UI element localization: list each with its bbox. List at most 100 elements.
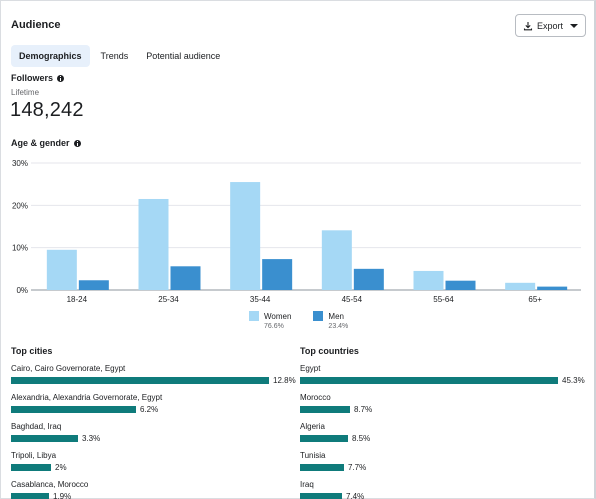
top-cities-list: Top cities Cairo, Cairo Governorate, Egy… <box>11 346 296 499</box>
list-item-bar-row: 3.3% <box>11 434 296 443</box>
export-label: Export <box>536 20 563 31</box>
bar-men-65+[interactable] <box>537 286 568 290</box>
list-item-pct: 7.7% <box>348 463 367 472</box>
list-item-name: Casablanca, Morocco <box>11 480 89 489</box>
list-item-bar-row: 45.3% <box>300 376 585 385</box>
list-item-name: Tunisia <box>300 451 326 460</box>
export-button[interactable]: Export <box>515 14 586 37</box>
tab-demographics[interactable]: Demographics <box>11 45 90 67</box>
bar-women-35-44[interactable] <box>230 182 261 290</box>
bar-men-45-54[interactable] <box>353 268 384 290</box>
list-item-pct: 12.8% <box>273 376 296 385</box>
bar-women-18-24[interactable] <box>46 249 77 290</box>
x-tick-label: 45-54 <box>342 295 363 304</box>
x-tick-label: 25-34 <box>158 295 179 304</box>
bar-men-35-44[interactable] <box>262 259 293 290</box>
chart-legend: Women 76.6% Men 23.4% <box>249 311 348 330</box>
legend-swatch-women <box>249 311 259 321</box>
bar-men-25-34[interactable] <box>170 266 201 290</box>
list-item: Cairo, Cairo Governorate, Egypt 12.8% <box>11 364 296 393</box>
tab-bar: Demographics Trends Potential audience <box>11 45 229 67</box>
list-item-pct: 8.5% <box>352 434 371 443</box>
list-item: Morocco 8.7% <box>300 393 585 422</box>
tab-potential-audience[interactable]: Potential audience <box>146 51 221 61</box>
top-cities-title: Top cities <box>11 346 53 356</box>
followers-count: 148,242 <box>10 99 84 121</box>
panel-title: Audience <box>11 19 61 31</box>
list-item-bar-row: 12.8% <box>11 376 296 385</box>
chevron-down-icon <box>570 23 578 28</box>
list-item: Tripoli, Libya 2% <box>11 451 296 480</box>
list-item-name: Iraq <box>300 480 314 489</box>
list-item: Tunisia 7.7% <box>300 451 585 480</box>
list-item-name: Alexandria, Alexandria Governorate, Egyp… <box>11 393 163 402</box>
list-item-bar-row: 7.4% <box>300 492 585 499</box>
bar-men-55-64[interactable] <box>445 280 476 290</box>
list-item-bar-row: 6.2% <box>11 405 296 414</box>
list-item: Baghdad, Iraq 3.3% <box>11 422 296 451</box>
x-tick-label: 18-24 <box>67 295 88 304</box>
followers-label: Followers <box>11 73 54 83</box>
list-item-pct: 3.3% <box>82 434 101 443</box>
legend-label-men: Men <box>328 311 344 321</box>
list-item-bar-row: 2% <box>11 463 296 472</box>
bar-women-25-34[interactable] <box>138 198 169 290</box>
followers-sublabel: Lifetime <box>11 88 40 97</box>
download-icon <box>523 21 533 30</box>
bar-women-45-54[interactable] <box>321 230 352 290</box>
list-item-name: Baghdad, Iraq <box>11 422 62 431</box>
list-item-bar-row: 8.7% <box>300 405 585 414</box>
list-item-name: Cairo, Cairo Governorate, Egypt <box>11 364 126 373</box>
bar-women-55-64[interactable] <box>413 270 444 290</box>
followers-heading: Followers <box>11 73 65 83</box>
age-gender-chart: 0% 10% 20% 30% 18-24 25-34 35-44 45-54 55-64 65+ <box>12 159 581 304</box>
list-item-bar <box>300 493 342 499</box>
list-item-bar <box>11 406 136 413</box>
list-item-pct: 8.7% <box>354 405 373 414</box>
list-item-pct: 45.3% <box>562 376 585 385</box>
top-countries-list: Top countries Egypt 45.3% Morocco 8.7% Alger… <box>300 346 585 499</box>
legend-swatch-men <box>313 311 324 321</box>
y-tick-label: 10% <box>12 244 28 253</box>
list-item: Casablanca, Morocco 1.9% <box>11 480 296 499</box>
list-item-name: Egypt <box>300 364 321 373</box>
y-tick-label: 20% <box>12 201 28 210</box>
list-item-bar-row: 8.5% <box>300 434 585 443</box>
list-item: Egypt 45.3% <box>300 364 585 393</box>
list-item-bar <box>300 435 348 442</box>
list-item-pct: 2% <box>55 463 67 472</box>
list-item-name: Tripoli, Libya <box>11 451 57 460</box>
list-item-bar <box>11 464 51 471</box>
x-tick-label: 55-64 <box>433 295 454 304</box>
list-item-name: Morocco <box>300 393 331 402</box>
info-icon[interactable] <box>57 74 65 82</box>
y-tick-label: 30% <box>12 159 28 168</box>
tab-trends[interactable]: Trends <box>100 51 129 61</box>
legend-pct-women: 76.6% <box>264 323 284 330</box>
list-item-bar-row: 1.9% <box>11 492 296 499</box>
list-item: Alexandria, Alexandria Governorate, Egyp… <box>11 393 296 422</box>
legend-item-men[interactable]: Men 23.4% <box>313 311 348 330</box>
list-item-bar <box>300 377 558 384</box>
x-tick-label: 65+ <box>528 295 542 304</box>
list-item-bar-row: 7.7% <box>300 463 585 472</box>
list-item-bar <box>300 464 344 471</box>
list-item-pct: 1.9% <box>53 492 72 499</box>
list-item-bar <box>300 406 350 413</box>
bar-men-18-24[interactable] <box>78 280 109 290</box>
list-item-name: Algeria <box>300 422 325 431</box>
age-gender-heading: Age & gender <box>11 138 81 148</box>
bar-women-65+[interactable] <box>505 282 536 290</box>
legend-label-women: Women <box>264 311 292 321</box>
legend-pct-men: 23.4% <box>328 323 349 330</box>
legend-item-women[interactable]: Women 76.6% <box>249 311 291 330</box>
info-icon[interactable] <box>73 139 81 147</box>
list-item: Iraq 7.4% <box>300 480 585 499</box>
list-item: Algeria 8.5% <box>300 422 585 451</box>
list-item-bar <box>11 435 78 442</box>
list-item-bar <box>11 493 49 499</box>
top-countries-title: Top countries <box>300 346 359 356</box>
y-tick-label: 0% <box>16 286 28 295</box>
x-tick-label: 35-44 <box>250 295 271 304</box>
